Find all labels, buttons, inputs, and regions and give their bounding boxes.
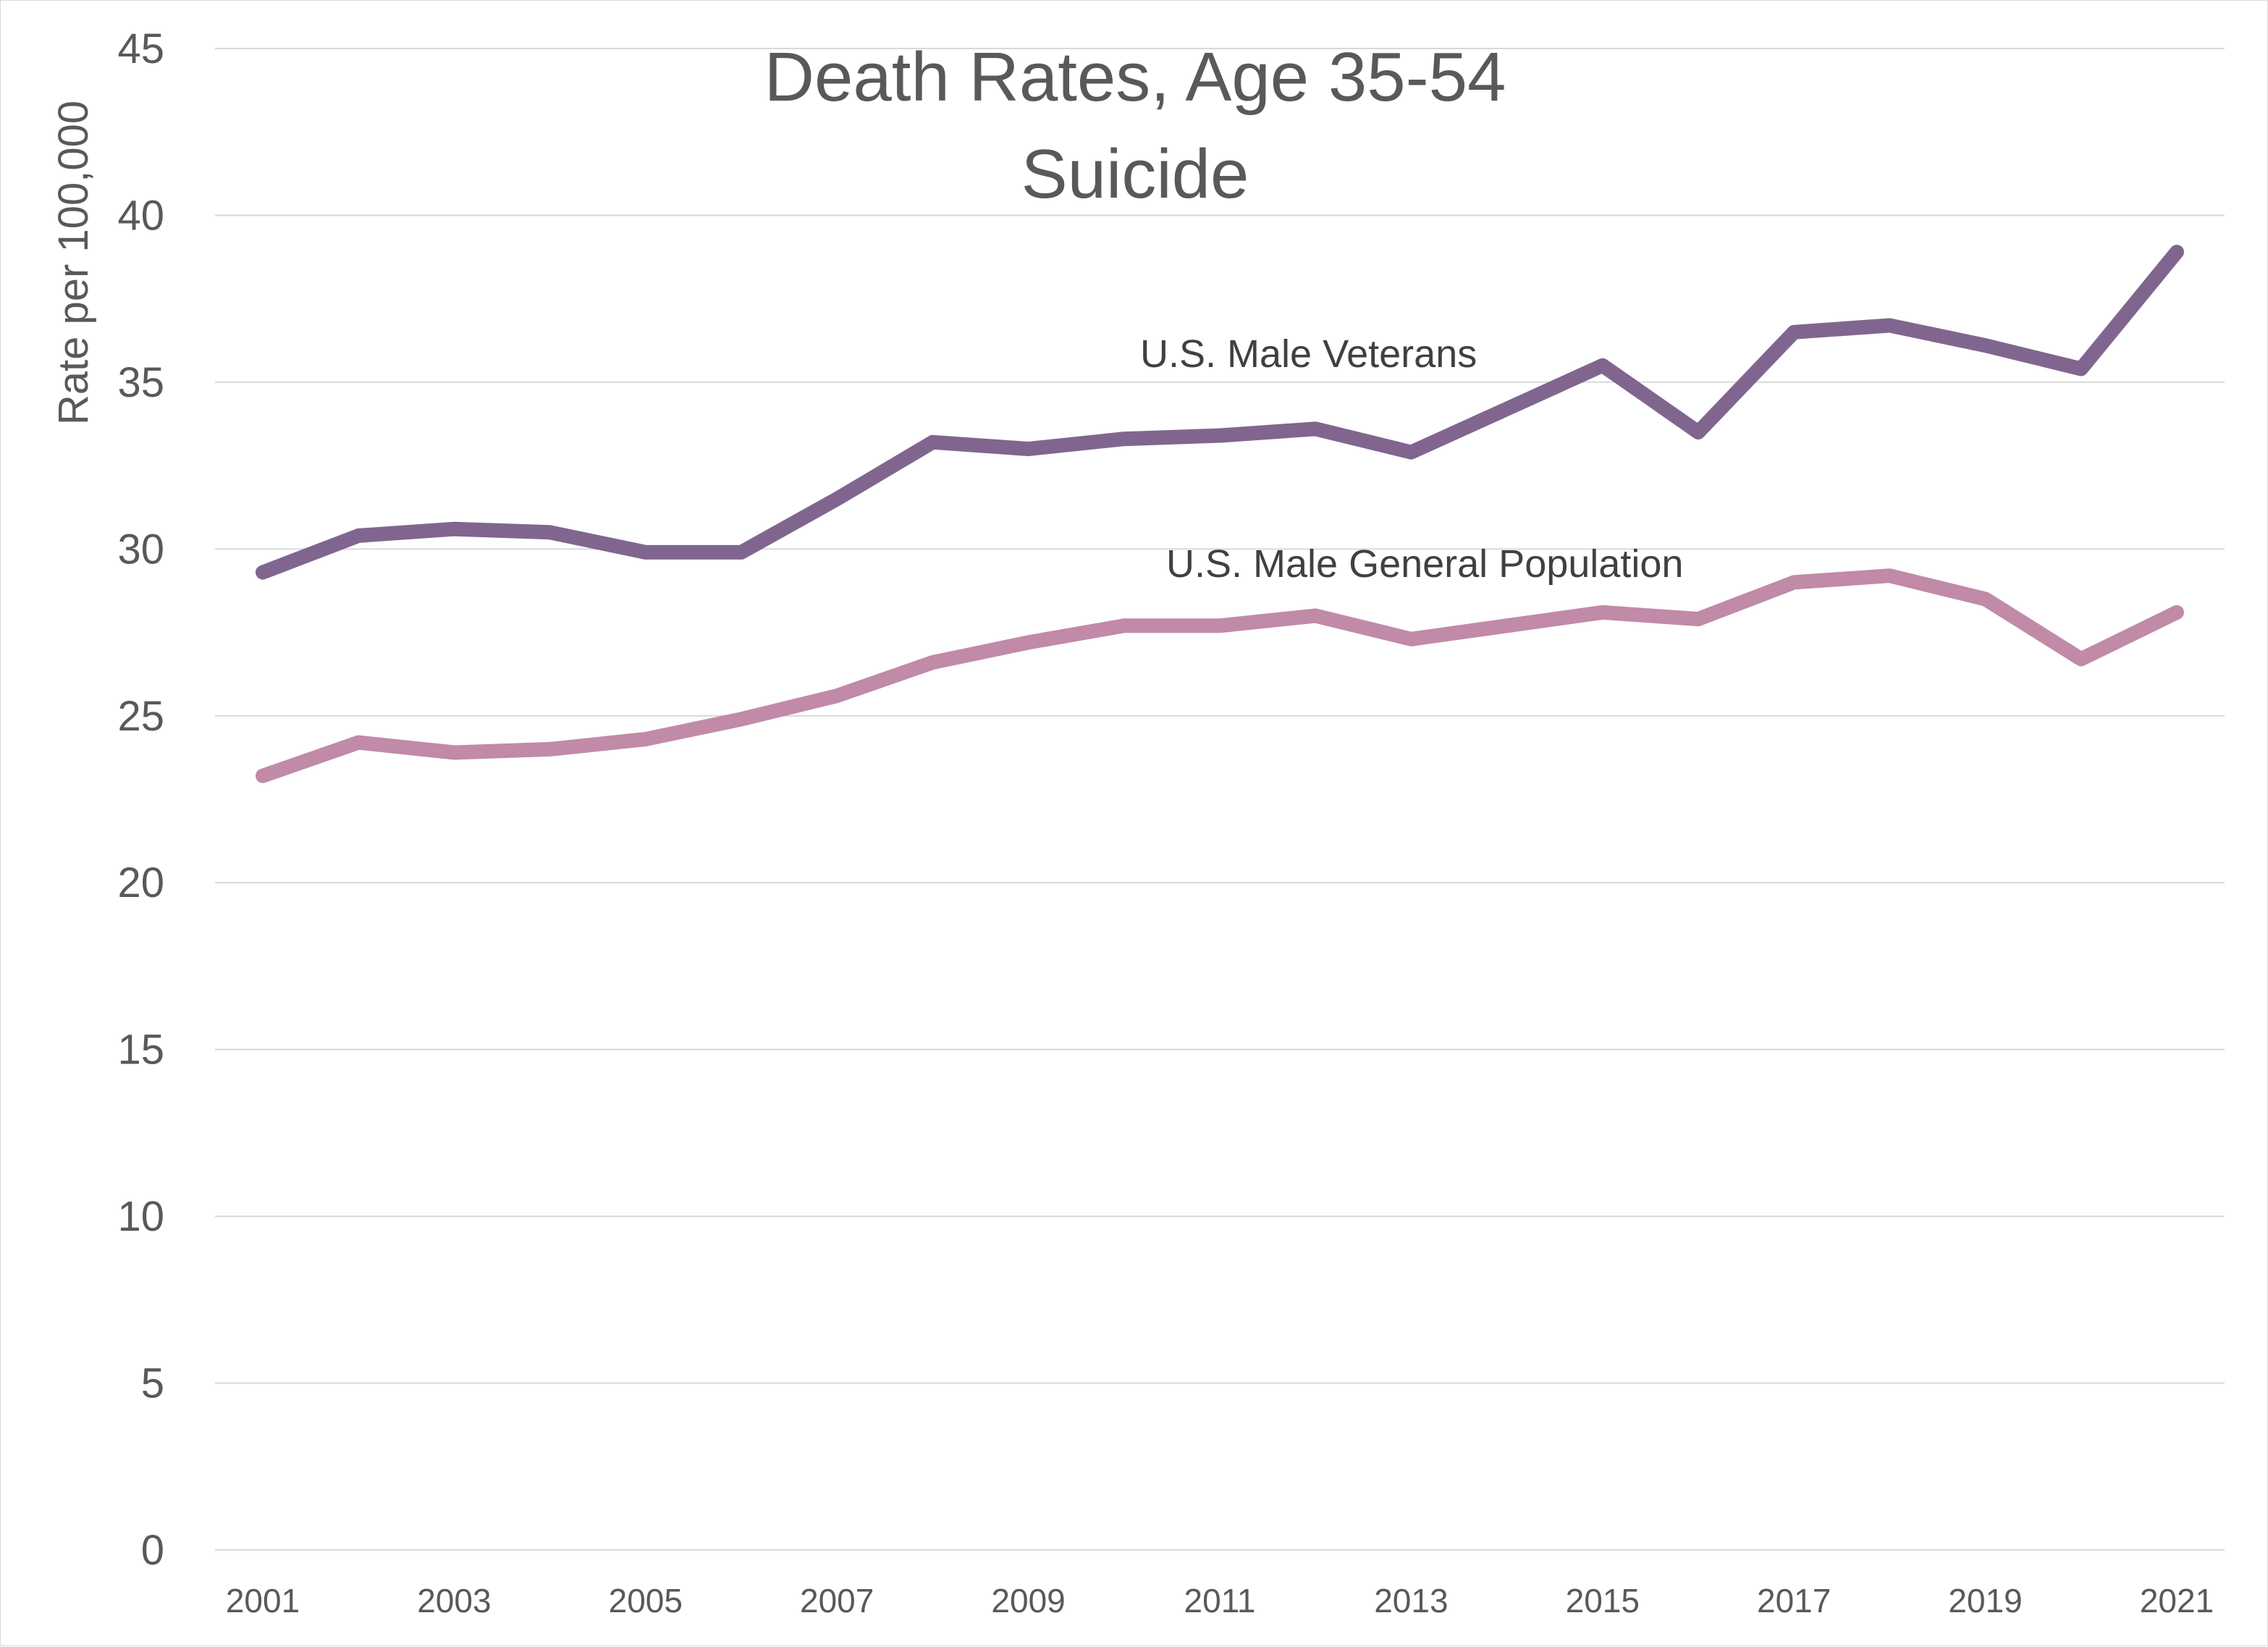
- x-tick-label: 2019: [1948, 1582, 2022, 1619]
- chart-subtitle: Suicide: [1021, 135, 1249, 213]
- series-line-veterans: [256, 245, 2184, 580]
- series-line-general-population: [256, 568, 2184, 783]
- x-tick-label: 2007: [800, 1582, 874, 1619]
- y-axis-title: Rate per 100,000: [50, 101, 97, 425]
- y-tick-label: 15: [117, 1027, 164, 1074]
- series-lines: [256, 245, 2184, 783]
- y-tick-label: 30: [117, 526, 164, 573]
- x-axis-tick-labels: 2001 2003 2005 2007 2009 2011 2013 2015 2017 2019…: [226, 1582, 2214, 1619]
- x-tick-label: 2003: [417, 1582, 491, 1619]
- y-tick-label: 40: [117, 192, 164, 239]
- y-tick-label: 35: [117, 359, 164, 406]
- x-tick-label: 2005: [609, 1582, 683, 1619]
- gridlines: [215, 48, 2225, 1551]
- x-tick-label: 2009: [991, 1582, 1065, 1619]
- x-tick-label: 2001: [226, 1582, 300, 1619]
- x-tick-label: 2015: [1566, 1582, 1640, 1619]
- chart-title: Death Rates, Age 35-54: [764, 38, 1506, 116]
- y-tick-label: 45: [117, 25, 164, 72]
- y-axis-tick-labels: 0 5 10 15 20 25 30 35 40 45: [117, 25, 164, 1574]
- series-label-general-population: U.S. Male General Population: [1166, 542, 1683, 586]
- series-label-veterans: U.S. Male Veterans: [1140, 332, 1477, 376]
- y-tick-label: 10: [117, 1193, 164, 1240]
- y-tick-label: 20: [117, 859, 164, 906]
- y-tick-label: 0: [141, 1527, 164, 1574]
- x-tick-label: 2013: [1374, 1582, 1448, 1619]
- x-tick-label: 2021: [2140, 1582, 2214, 1619]
- y-tick-label: 5: [141, 1360, 164, 1407]
- x-tick-label: 2011: [1184, 1582, 1256, 1619]
- x-tick-label: 2017: [1757, 1582, 1831, 1619]
- y-tick-label: 25: [117, 693, 164, 740]
